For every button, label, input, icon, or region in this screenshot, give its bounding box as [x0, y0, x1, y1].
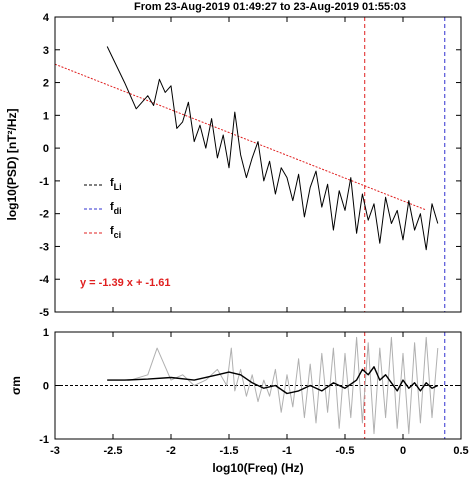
- y-tick-label: -1: [39, 434, 49, 446]
- legend-subscript: Li: [114, 182, 122, 192]
- sigma-smooth-series: [107, 366, 439, 395]
- y-tick-label: 4: [43, 12, 50, 24]
- sigma-raw-series: [107, 336, 439, 435]
- y-axis-label: log10(PSD) [nT²/Hz]: [5, 109, 19, 221]
- legend-subscript: ci: [114, 230, 122, 240]
- x-tick-label: -1: [282, 445, 292, 457]
- y-tick-label: 0: [43, 143, 49, 155]
- x-tick-label: -2.5: [104, 445, 123, 457]
- x-tick-label: -2: [166, 445, 176, 457]
- y-tick-label: 1: [43, 327, 49, 339]
- y-tick-label: 0: [43, 381, 49, 393]
- y-tick-label: -5: [39, 307, 49, 319]
- legend-label-f-ci: fci: [110, 225, 121, 240]
- y-tick-label: 1: [43, 110, 49, 122]
- legend-label-f-li: fLi: [110, 177, 122, 192]
- y-tick-label: -3: [39, 241, 49, 253]
- psd-panel: -5 -4 -3 -2 -1 0 1 2 3 4 fLi fdi fci y = -1.39 x + -1…: [5, 12, 462, 319]
- sigma-axis-label: σm: [9, 376, 23, 395]
- sigma-panel: -3 -2.5 -2 -1.5 -1 -0.5 0 0.5 -1 0 1 σm log10(Freq) …: [9, 327, 469, 475]
- x-tick-label: 0.5: [453, 445, 468, 457]
- x-axis-label: log10(Freq) (Hz): [212, 461, 303, 475]
- x-tick-label: -1.5: [220, 445, 239, 457]
- x-tick-label: 0: [400, 445, 406, 457]
- chart-title: From 23-Aug-2019 01:49:27 to 23-Aug-2019…: [134, 1, 406, 13]
- plot-area: [55, 332, 461, 439]
- y-tick-label: 2: [43, 78, 49, 90]
- panel-frame: [54, 331, 462, 440]
- y-tick-label: 3: [43, 45, 49, 57]
- y-tick-label: -2: [39, 209, 49, 221]
- fit-equation: y = -1.39 x + -1.61: [80, 277, 171, 289]
- y-tick-label: -4: [39, 274, 50, 286]
- legend-label-f-di: fdi: [110, 201, 122, 216]
- panel-frame: [54, 16, 462, 313]
- plot-area: [55, 17, 446, 312]
- x-tick-label: -0.5: [336, 445, 355, 457]
- psd-series: [106, 46, 439, 251]
- legend-subscript: di: [114, 206, 122, 216]
- y-tick-label: -1: [39, 176, 49, 188]
- x-tick-label: -3: [50, 445, 60, 457]
